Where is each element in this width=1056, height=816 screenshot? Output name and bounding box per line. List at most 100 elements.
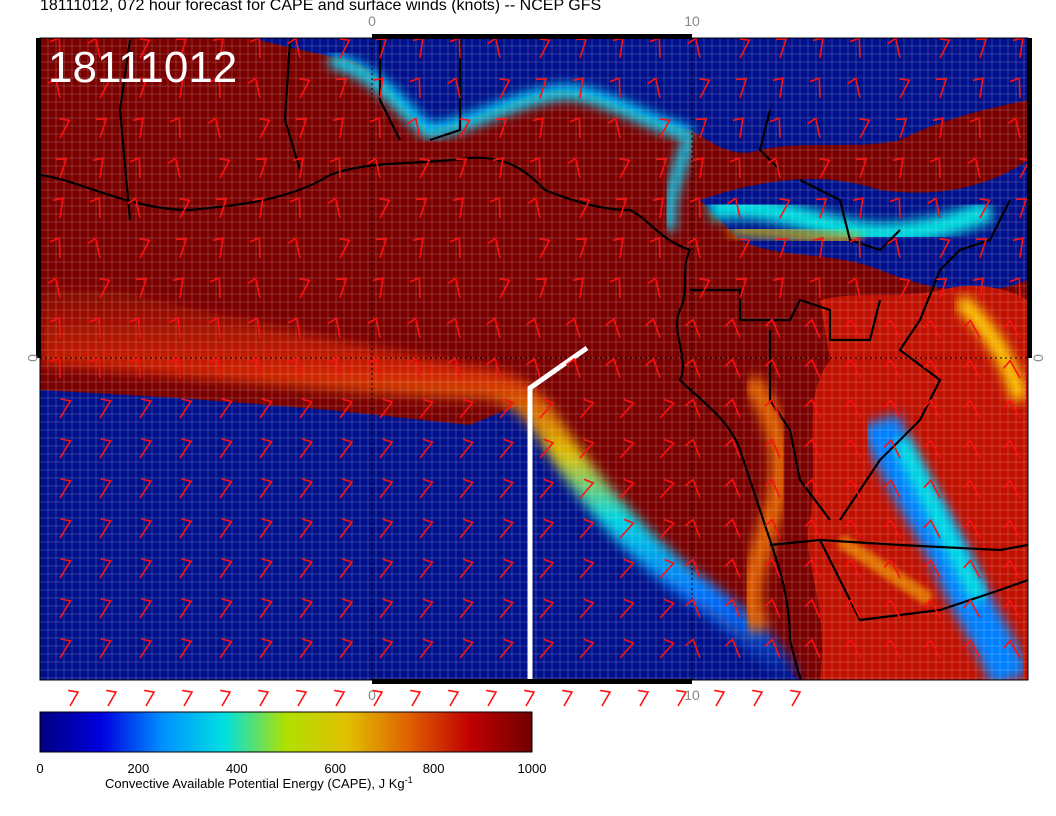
wind-barb bbox=[379, 518, 394, 539]
wind-barb bbox=[499, 518, 515, 539]
wind-barb bbox=[139, 38, 151, 59]
wind-barb bbox=[605, 357, 621, 379]
wind-barb bbox=[883, 598, 901, 619]
wind-barb bbox=[248, 356, 261, 379]
wind-barb bbox=[299, 78, 311, 99]
wind-barb bbox=[616, 198, 628, 219]
wind-barb bbox=[259, 398, 273, 419]
wind-barb bbox=[379, 598, 394, 619]
wind-barb bbox=[56, 158, 68, 179]
wind-barb bbox=[259, 518, 273, 539]
wind-barb bbox=[99, 638, 112, 659]
wind-barb bbox=[379, 438, 394, 459]
wind-barb bbox=[659, 558, 675, 579]
wind-barb bbox=[299, 638, 314, 659]
wind-barb bbox=[619, 598, 635, 619]
wind-barb bbox=[696, 118, 708, 139]
wind-barb bbox=[619, 478, 635, 499]
wind-barb bbox=[1016, 198, 1028, 219]
wind-barb bbox=[764, 638, 781, 659]
wind-barb bbox=[287, 316, 301, 339]
wind-barb bbox=[638, 689, 650, 707]
wind-barb bbox=[106, 689, 118, 707]
wind-barb bbox=[419, 518, 434, 539]
wind-barb bbox=[499, 558, 515, 579]
wind-barb bbox=[766, 157, 781, 179]
wind-barb bbox=[963, 599, 981, 619]
wind-barb bbox=[216, 198, 228, 219]
wind-barb bbox=[1002, 599, 1021, 619]
wind-barb bbox=[459, 638, 474, 659]
wind-barb bbox=[292, 157, 304, 179]
wind-barb bbox=[846, 277, 861, 299]
wind-barb bbox=[59, 518, 72, 539]
wind-barb bbox=[969, 116, 981, 139]
wind-barb bbox=[486, 237, 501, 259]
wind-barb bbox=[259, 638, 273, 659]
wind-barb bbox=[499, 398, 515, 419]
wind-barb bbox=[446, 77, 461, 99]
wind-barb bbox=[804, 318, 821, 339]
wind-barb bbox=[496, 118, 508, 139]
wind-barb bbox=[843, 398, 861, 419]
wind-barb bbox=[299, 558, 314, 579]
wind-barb bbox=[726, 197, 741, 219]
wind-barb bbox=[379, 638, 394, 659]
wind-barb bbox=[764, 438, 781, 459]
wind-barb bbox=[804, 398, 821, 419]
wind-barb bbox=[99, 518, 112, 539]
wind-barb bbox=[132, 117, 144, 139]
wind-barb bbox=[179, 398, 193, 419]
wind-barb bbox=[579, 478, 595, 499]
wind-barb bbox=[892, 157, 904, 179]
wind-barb bbox=[963, 479, 981, 499]
wind-barb bbox=[419, 158, 431, 179]
wind-barb bbox=[684, 477, 701, 499]
wind-barb bbox=[332, 117, 344, 139]
wind-barb bbox=[1002, 559, 1021, 579]
cape-field bbox=[40, 38, 1028, 680]
wind-barb bbox=[139, 238, 151, 259]
wind-barb bbox=[406, 317, 421, 339]
wind-barb bbox=[659, 518, 675, 539]
wind-barb bbox=[963, 439, 981, 459]
wind-barb bbox=[576, 238, 588, 259]
coastlines bbox=[40, 39, 1028, 680]
wind-barb bbox=[579, 438, 595, 459]
wind-barb bbox=[59, 118, 71, 139]
wind-barb bbox=[86, 237, 101, 259]
wind-barb bbox=[896, 118, 908, 139]
wind-barb bbox=[764, 398, 781, 419]
wind-barb bbox=[409, 76, 421, 99]
wind-barb bbox=[248, 316, 261, 339]
wind-barb bbox=[459, 598, 474, 619]
wind-barb bbox=[843, 438, 861, 459]
wind-barb bbox=[46, 277, 61, 299]
wind-barb bbox=[772, 77, 784, 99]
wind-barb bbox=[410, 689, 422, 707]
wind-barb bbox=[1006, 117, 1021, 139]
wind-barb bbox=[659, 478, 675, 499]
wind-barb bbox=[883, 518, 901, 539]
wind-barb bbox=[327, 357, 341, 379]
wind-barb bbox=[129, 356, 141, 379]
wind-barb bbox=[296, 118, 308, 139]
axis-left-label-0: 0 bbox=[25, 354, 41, 362]
wind-barb bbox=[684, 357, 701, 379]
wind-barb bbox=[645, 357, 661, 379]
wind-barb bbox=[49, 38, 61, 59]
wind-barb bbox=[963, 319, 981, 339]
wind-barb bbox=[449, 236, 461, 259]
wind-barb bbox=[772, 277, 784, 299]
wind-barb bbox=[529, 156, 541, 179]
wind-barb bbox=[843, 478, 861, 499]
wind-barb bbox=[724, 478, 741, 499]
wind-barb bbox=[416, 198, 428, 219]
wind-barb bbox=[764, 598, 781, 619]
wind-barb bbox=[172, 77, 184, 99]
wind-barb bbox=[179, 198, 191, 219]
wind-barb bbox=[923, 478, 941, 499]
wind-barb bbox=[299, 598, 314, 619]
wind-barb bbox=[923, 598, 941, 619]
wind-barb bbox=[724, 638, 741, 659]
